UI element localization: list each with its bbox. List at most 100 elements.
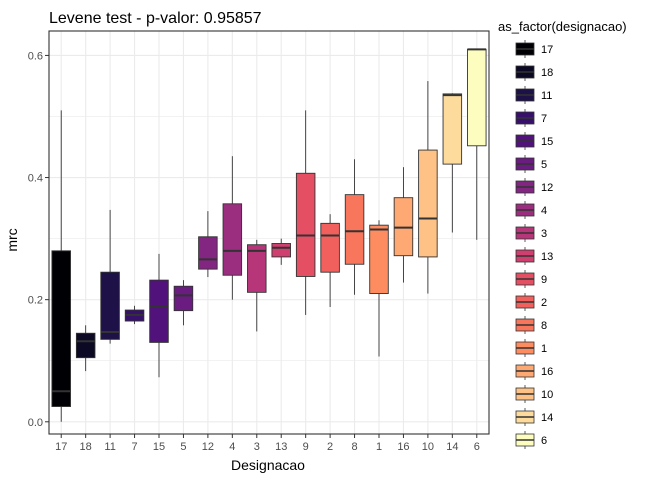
panel-border [48,30,490,435]
x-tick-label: 14 [446,441,458,453]
box-body [75,332,96,359]
legend-label: 15 [541,136,553,148]
box-15 [149,253,169,378]
legend-label: 4 [541,205,547,217]
box-5 [173,280,194,326]
box-7 [124,305,145,325]
legend-item-5: 5 [515,155,547,173]
box-8 [344,159,365,295]
legend-label: 9 [541,274,547,286]
legend-item-18: 18 [515,63,553,81]
box-1 [369,220,389,357]
box-3 [247,239,267,332]
legend-label: 17 [541,44,553,56]
legend-label: 5 [541,159,547,171]
box-body [344,194,365,265]
box-18 [75,325,96,372]
x-tick-label: 1 [376,441,382,453]
box-4 [222,156,243,300]
x-tick-label: 18 [80,441,92,453]
legend-item-6: 6 [515,431,547,449]
legend-item-11: 11 [515,86,552,104]
box-body [467,48,487,147]
legend-item-10: 10 [515,385,553,403]
x-tick-label: 9 [303,441,309,453]
legend-item-7: 7 [515,109,547,127]
legend-label: 11 [541,90,552,102]
y-axis-title: mrc [4,228,20,251]
box-9 [295,110,316,315]
x-tick-label: 15 [153,441,165,453]
box-body [198,236,218,270]
legend-item-17: 17 [515,40,553,58]
legend-title: as_factor(designacao) [498,19,627,34]
box-body [418,149,438,258]
y-axis: 0.0 0.2 0.4 0.6 [28,50,49,429]
y-tick-label: 0.0 [28,417,43,429]
x-tick-label: 10 [422,441,434,453]
legend-label: 10 [541,389,553,401]
legend: as_factor(designacao) 171811715512431392… [498,19,627,449]
legend-item-2: 2 [515,293,547,311]
x-axis-title: Designacao [231,457,305,473]
legend-label: 14 [541,412,553,424]
box-13 [271,238,291,265]
x-tick-label: 12 [202,441,214,453]
legend-item-15: 15 [515,132,553,150]
y-tick-label: 0.6 [28,50,43,62]
x-tick-label: 8 [351,441,357,453]
legend-item-13: 13 [515,247,553,265]
x-tick-label: 17 [55,441,67,453]
legend-label: 6 [541,435,547,447]
box-2 [320,214,340,307]
legend-item-9: 9 [515,270,547,288]
legend-item-16: 16 [515,362,553,380]
y-tick-label: 0.2 [28,295,43,307]
box-body [442,93,463,165]
box-body [295,172,316,277]
x-tick-label: 11 [104,441,115,453]
x-tick-label: 6 [474,441,480,453]
box-14 [442,93,463,233]
legend-item-4: 4 [515,201,547,219]
legend-label: 1 [541,343,547,355]
legend-label: 12 [541,182,553,194]
box-body [100,271,120,340]
box-body [149,279,169,343]
box-body [271,243,291,258]
box-11 [100,209,120,344]
legend-label: 16 [541,366,553,378]
x-tick-label: 5 [180,441,186,453]
legend-item-8: 8 [515,316,547,334]
legend-label: 13 [541,251,553,263]
legend-item-1: 1 [515,339,547,357]
box-10 [418,81,438,294]
box-body [51,250,71,407]
x-tick-label: 4 [229,441,235,453]
x-tick-label: 7 [131,441,137,453]
chart-title: Levene test - p-valor: 0.95857 [49,10,262,27]
x-tick-label: 3 [254,441,260,453]
x-tick-label: 16 [397,441,409,453]
x-tick-label: 2 [327,441,333,453]
legend-label: 18 [541,67,553,79]
legend-item-12: 12 [515,178,553,196]
legend-label: 7 [541,113,547,125]
legend-item-14: 14 [515,408,553,426]
legend-label: 8 [541,320,547,332]
legend-label: 3 [541,228,547,240]
legend-item-3: 3 [515,224,547,242]
plot-area [48,30,490,435]
box-body [173,285,194,312]
box-body [369,224,389,295]
box-6 [467,48,487,240]
x-axis: 17 18 11 7 15 5 12 4 3 13 9 2 8 1 16 10 14 6 [55,434,480,453]
box-body [247,244,267,293]
box-12 [198,211,218,278]
y-tick-label: 0.4 [28,173,43,185]
legend-label: 2 [541,297,547,309]
box-17 [51,110,71,422]
box-body [320,222,340,273]
box-16 [393,167,414,283]
